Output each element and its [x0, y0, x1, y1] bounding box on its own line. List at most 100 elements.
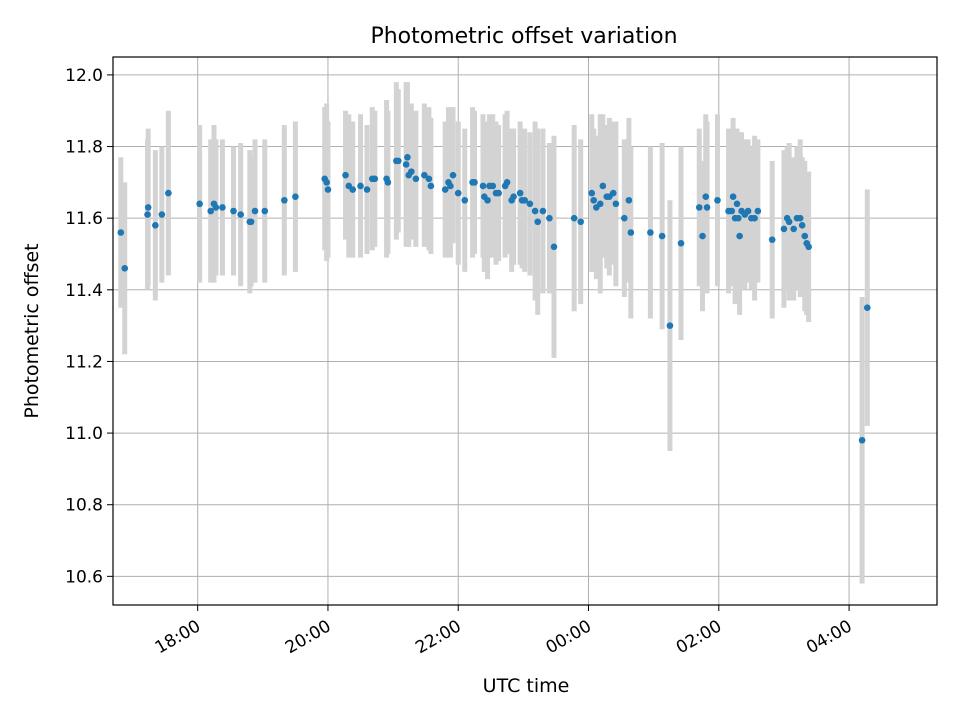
data-point — [744, 207, 752, 215]
data-point — [207, 207, 215, 215]
data-point — [621, 214, 628, 222]
data-point — [728, 207, 736, 215]
data-point — [121, 265, 129, 272]
data-point — [144, 204, 152, 211]
x-axis-ticks: 18:00 20:00 22:00 00:00 02:00 04:00 — [152, 605, 856, 658]
data-point — [754, 207, 762, 215]
data-point — [546, 214, 553, 222]
x-tick-label: 04:00 — [803, 616, 855, 658]
data-point — [780, 225, 788, 233]
data-point — [588, 189, 596, 197]
x-tick-label: 22:00 — [412, 616, 464, 658]
data-point — [384, 179, 392, 186]
data-point — [323, 179, 330, 186]
y-tick-label: 11.4 — [65, 281, 103, 301]
data-point — [237, 211, 244, 218]
data-point — [531, 207, 539, 215]
data-point — [647, 229, 654, 236]
data-point — [421, 171, 428, 179]
data-point — [751, 214, 758, 222]
data-point — [702, 193, 710, 200]
y-axis-label: Photometric offset — [21, 243, 43, 418]
data-point — [625, 196, 633, 204]
data-point — [521, 196, 528, 204]
data-point — [658, 232, 666, 240]
data-point — [425, 175, 433, 183]
data-point — [736, 232, 743, 240]
data-point — [599, 182, 607, 190]
data-point — [461, 196, 469, 204]
data-point — [534, 218, 542, 226]
data-point — [516, 189, 524, 197]
data-point — [447, 182, 454, 190]
data-point — [596, 200, 604, 208]
data-point — [798, 222, 806, 229]
data-point — [510, 193, 517, 200]
data-point — [714, 196, 721, 204]
data-point — [590, 196, 598, 204]
x-tick-label: 18:00 — [152, 616, 204, 658]
data-point — [729, 193, 737, 200]
data-point — [363, 186, 371, 193]
chart-title: Photometric offset variation — [370, 24, 677, 49]
data-point — [570, 214, 578, 222]
data-point — [699, 232, 706, 240]
data-point — [612, 200, 620, 208]
data-point — [219, 204, 226, 211]
data-point — [247, 218, 255, 226]
data-point — [484, 196, 491, 204]
data-point — [292, 193, 299, 200]
data-point — [733, 200, 741, 208]
data-point — [324, 186, 332, 193]
data-point — [441, 186, 449, 193]
data-point — [790, 225, 797, 233]
data-point — [371, 175, 379, 183]
data-point — [152, 222, 159, 229]
data-point — [212, 204, 220, 211]
data-point — [526, 200, 534, 208]
data-point — [703, 204, 711, 211]
data-point — [357, 182, 364, 190]
data-point — [785, 218, 793, 226]
data-point — [735, 214, 742, 222]
data-point — [489, 182, 497, 190]
data-point — [479, 182, 487, 190]
data-point — [412, 175, 420, 183]
y-tick-label: 12.0 — [65, 66, 103, 86]
data-point — [117, 229, 125, 236]
data-point — [801, 232, 809, 240]
y-axis-ticks: 10.6 10.8 11.0 11.2 11.4 11.6 11.8 12.0 — [65, 66, 113, 587]
error-bars — [118, 82, 870, 584]
y-tick-label: 11.0 — [65, 424, 103, 444]
data-point — [261, 207, 269, 215]
data-point — [404, 153, 411, 161]
data-point — [503, 179, 511, 186]
x-tick-label: 20:00 — [282, 616, 334, 658]
data-point — [864, 304, 871, 312]
data-points — [117, 153, 871, 444]
data-point — [449, 171, 457, 179]
data-point — [408, 168, 415, 175]
data-point — [666, 322, 674, 329]
data-point — [768, 236, 776, 243]
data-point — [349, 186, 357, 193]
data-point — [796, 214, 804, 222]
data-point — [858, 436, 866, 444]
data-point — [471, 179, 478, 186]
data-point — [695, 204, 703, 211]
y-tick-label: 11.2 — [65, 352, 103, 372]
data-point — [427, 182, 435, 190]
plot-frame — [112, 56, 938, 606]
data-point — [165, 189, 172, 197]
data-point — [158, 211, 166, 218]
y-tick-label: 10.6 — [65, 567, 103, 587]
data-point — [251, 207, 259, 215]
data-point — [495, 189, 502, 197]
data-point — [281, 196, 288, 204]
data-point — [550, 243, 558, 251]
data-point — [395, 157, 402, 165]
x-axis-label: UTC time — [483, 675, 570, 697]
data-point — [144, 211, 151, 218]
y-tick-label: 11.8 — [65, 138, 103, 158]
